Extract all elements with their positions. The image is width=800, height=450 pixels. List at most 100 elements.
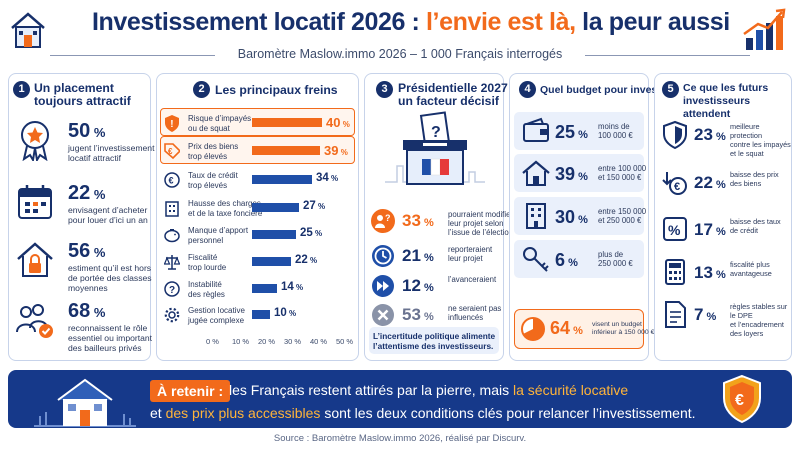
- frein-value-unit: %: [307, 256, 318, 265]
- frein-label-line2: ou de squat: [188, 124, 230, 133]
- pie-chart-icon: [521, 317, 545, 341]
- stat-label: baisse des taux de crédit: [730, 217, 792, 235]
- stat-label-line2: avantageuse: [730, 269, 772, 278]
- stat-number: 22: [694, 173, 713, 192]
- calendar-icon: [18, 185, 52, 219]
- frein-bar: [252, 146, 320, 155]
- budget-label-line2: et 250 000 €: [598, 216, 642, 225]
- svg-text:€: €: [735, 392, 744, 409]
- building-tax-icon: [165, 201, 179, 217]
- stat-value: 12 %: [402, 276, 434, 298]
- frein-label-line2: trop élevés: [188, 181, 228, 190]
- stat-label: reporteraient leur projet: [448, 245, 492, 263]
- budget-label-line2: 100 000 €: [598, 131, 633, 140]
- budget-label-line1: plus de: [598, 250, 624, 259]
- svg-text:?: ?: [385, 213, 391, 223]
- note-box: [369, 327, 499, 354]
- budget-unit: %: [565, 257, 578, 269]
- stat-label: meilleure protection contre les impayés et…: [730, 122, 792, 158]
- stat-label: baisse des prix des biens: [730, 170, 792, 188]
- stat-label-line1: reporteraient: [448, 245, 493, 254]
- budget-number: 30: [555, 207, 576, 227]
- panel-title: Les principaux freins: [215, 83, 338, 97]
- frein-label-line2: des règles: [188, 290, 225, 299]
- stat-value: 13 %: [694, 263, 726, 285]
- question-person-icon: ?: [371, 209, 395, 233]
- svg-text:€: €: [169, 176, 174, 186]
- stat-number: 12: [402, 276, 421, 295]
- frein-value-number: 34: [316, 172, 329, 184]
- shield-icon: [663, 120, 687, 149]
- stat-label-line1: ne seraient pas: [448, 304, 502, 313]
- page-title: Investissement locatif 2026 : l’envie es…: [92, 8, 730, 36]
- frein-value-number: 27: [303, 200, 316, 212]
- frein-value-number: 25: [300, 227, 313, 239]
- budget-label-line1: entre 150 000: [598, 207, 647, 216]
- budget-label-line1: moins de: [598, 122, 630, 131]
- stat-label-line2: contre les impayés: [730, 140, 791, 149]
- stat-unit: %: [712, 226, 726, 238]
- calculator-icon: [665, 259, 685, 285]
- frein-label-line1: Prix des biens: [188, 142, 239, 151]
- stat-number: 33: [402, 211, 421, 230]
- subtitle: Baromètre Maslow.immo 2026 – 1 000 Franç…: [237, 47, 563, 61]
- svg-text:€: €: [168, 147, 173, 156]
- frein-label: Taux de crédit trop élevés: [188, 171, 238, 191]
- budget-label-line1: entre 100 000: [598, 164, 647, 173]
- key-takeaway-line2: et des prix plus accessibles sont les de…: [150, 405, 696, 421]
- frein-label: Gestion locative jugée complexe: [188, 306, 245, 326]
- frein-value: 25 %: [300, 227, 322, 239]
- stat-label-line1: règles stables sur le DPE: [730, 302, 788, 320]
- stat-label-line1: meilleure protection: [730, 122, 763, 140]
- stat-value: 22 %: [694, 173, 726, 195]
- frein-value: 40 %: [326, 115, 350, 130]
- budget-highlight-value: 64 %: [550, 318, 583, 341]
- stat-value: 53 %: [402, 305, 434, 327]
- document-icon: [665, 301, 686, 328]
- frein-label-line2: et de la taxe foncière: [188, 209, 263, 218]
- frein-value-unit: %: [340, 120, 350, 129]
- fast-forward-icon: [372, 275, 394, 297]
- frein-value: 10 %: [274, 307, 296, 319]
- budget-unit: %: [575, 214, 588, 226]
- ballot-box-icon: ?: [385, 111, 485, 185]
- stat-unit: %: [703, 311, 717, 323]
- frein-value-unit: %: [312, 229, 323, 238]
- budget-label-line2: et 150 000 €: [598, 173, 642, 182]
- shield-warning-icon: !: [165, 115, 179, 132]
- key-takeaway-line1: les Français restent attirés par la pier…: [229, 382, 629, 398]
- budget-unit: %: [575, 129, 588, 141]
- budget-highlight-line1: visent un budget: [592, 321, 642, 328]
- question-circle-icon: ?: [164, 281, 180, 297]
- frein-label-line1: Hausse des charges: [188, 199, 261, 208]
- axis-tick-label: 40 %: [310, 337, 328, 346]
- stat-label: reconnaissent le rôle essentiel ou import…: [68, 323, 153, 353]
- budget-label: entre 100 000 et 150 000 €: [598, 164, 646, 182]
- people-check-icon: [16, 304, 53, 338]
- panel-title: Présidentielle 2027 : un facteur décisif: [398, 81, 516, 108]
- frein-bar: [252, 257, 291, 266]
- svg-text:!: !: [170, 119, 173, 130]
- frein-label-line1: Taux de crédit: [188, 171, 238, 180]
- building-icon: [526, 203, 546, 229]
- frein-label: Risque d’impayés ou de squat: [188, 114, 251, 134]
- frein-value: 39 %: [324, 143, 348, 158]
- frein-value-number: 10: [274, 307, 287, 319]
- euro-tag-icon: €: [164, 143, 180, 160]
- budget-value: 6 %: [555, 250, 578, 273]
- bottom-banner: [8, 370, 792, 428]
- frein-label: Fiscalité trop lourde: [188, 253, 226, 273]
- frein-value-unit: %: [286, 309, 297, 318]
- stat-label-line2: de crédit: [730, 226, 758, 235]
- budget-value: 25 %: [555, 122, 588, 145]
- stat-label-line1: pourraient modifier: [448, 210, 514, 219]
- frein-label-line2: trop élevés: [188, 152, 228, 161]
- budget-highlight-number: 64: [550, 318, 571, 338]
- euro-coin-icon: €: [164, 172, 180, 188]
- frein-label-line1: Manque d’apport: [188, 226, 249, 235]
- stat-value: 21 %: [402, 246, 434, 268]
- stat-value: 68 %: [68, 300, 106, 322]
- frein-bar: [252, 310, 270, 319]
- stat-label-line1: baisse des prix: [730, 170, 779, 179]
- budget-label-line2: 250 000 €: [598, 259, 633, 268]
